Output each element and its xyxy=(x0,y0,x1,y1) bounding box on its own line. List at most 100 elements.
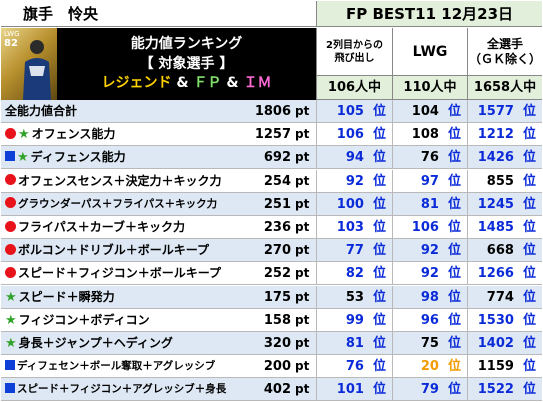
rank-value: 1245 xyxy=(477,196,514,212)
red-circle-icon xyxy=(5,127,16,139)
rank-value: 1426 xyxy=(477,150,514,166)
row-label: ディフェセン＋ボール奪取＋アグレッシブ xyxy=(1,355,239,378)
rank-value: 108 xyxy=(411,127,439,143)
rank-value: 1212 xyxy=(477,127,514,143)
row-label-text: ディフェンス能力 xyxy=(30,150,126,165)
table-row: スピード＋フィジコン＋ボールキープ 252 pt 82 位 92 位 1266 位 xyxy=(1,262,542,286)
rank-value: 100 xyxy=(336,196,364,212)
row-points-unit: pt xyxy=(295,266,310,281)
row-label: ★ スピード＋瞬発力 xyxy=(1,286,239,309)
rank-all-players: 1245 位 xyxy=(467,192,542,216)
rank-unit: 位 xyxy=(447,382,461,398)
table-row: オフェンスセンス＋決定力＋キック力 254 pt 92 位 97 位 855 位 xyxy=(1,169,542,193)
green-star-icon: ★ xyxy=(17,150,29,166)
rank-value: 668 xyxy=(486,243,514,259)
rank-value: 1159 xyxy=(477,359,514,375)
amp-label: & xyxy=(221,75,244,91)
rank-second-line: 92 位 xyxy=(316,169,392,193)
rank-lwg: 81 位 xyxy=(392,192,467,216)
table-row: 全能力値合計 1806 pt 105 位 104 位 1577 位 xyxy=(1,100,542,123)
rank-lwg: 104 位 xyxy=(392,100,467,123)
row-points: 1806 xyxy=(254,104,291,119)
rank-lwg: 92 位 xyxy=(392,239,467,263)
row-points: 158 xyxy=(263,312,291,328)
rank-lwg: 20 位 xyxy=(392,355,467,379)
rank-value: 76 xyxy=(420,150,439,166)
row-label: ★ ディフェンス能力 xyxy=(1,146,239,169)
rank-lwg: 96 位 xyxy=(392,308,467,332)
row-label-text: オフェンス能力 xyxy=(31,127,116,142)
player-silhouette-icon xyxy=(23,40,51,100)
row-points-unit: pt xyxy=(295,243,310,258)
rank-unit: 位 xyxy=(372,336,386,351)
count-all-players: 1658人中 xyxy=(467,76,542,100)
fp-label: ＦＰ xyxy=(193,75,222,91)
rank-value: 75 xyxy=(420,336,439,351)
im-label: ＩＭ xyxy=(243,75,272,91)
rank-unit: 位 xyxy=(372,382,386,398)
rank-value: 101 xyxy=(336,382,364,398)
rank-value: 105 xyxy=(336,104,364,119)
red-circle-icon xyxy=(5,174,16,186)
row-label-text: スピード＋瞬発力 xyxy=(18,289,115,304)
count-lwg: 110人中 xyxy=(392,76,467,100)
rank-value: 1530 xyxy=(477,312,514,328)
table-row: ディフェセン＋ボール奪取＋アグレッシブ 200 pt 76 位 20 位 1159 位 xyxy=(1,355,542,379)
row-label: ボルコン＋ドリブル＋ボールキープ xyxy=(1,239,239,262)
row-points: 200 xyxy=(263,359,291,375)
row-points-unit: pt xyxy=(295,289,310,304)
rank-unit: 位 xyxy=(447,336,461,351)
rank-unit: 位 xyxy=(522,196,536,212)
table-row: ★ スピード＋瞬発力 175 pt 53 位 98 位 774 位 xyxy=(1,285,542,309)
blue-square-icon xyxy=(5,359,15,370)
red-circle-icon xyxy=(5,243,16,255)
rank-value: 1402 xyxy=(477,336,514,351)
rank-value: 103 xyxy=(336,220,364,235)
row-label: スピード＋フィジコン＋ボールキープ xyxy=(1,262,239,285)
row-label: ★ フィジコン＋ボディコン xyxy=(1,309,239,332)
rank-unit: 位 xyxy=(447,289,461,305)
row-label: ★ オフェンス能力 xyxy=(1,123,239,146)
red-circle-icon xyxy=(5,220,16,232)
blue-square-icon xyxy=(5,151,15,162)
row-label: フライパス＋カーブ＋キック力 xyxy=(1,216,239,239)
rank-value: 774 xyxy=(486,289,514,305)
row-points-unit: pt xyxy=(295,220,310,234)
table-row: グラウンダーパス＋フライパス＋キック力 251 pt 100 位 81 位 1245 位 xyxy=(1,192,542,216)
rank-value: 98 xyxy=(420,289,439,305)
target-players-types: レジェンド & ＦＰ & ＩＭ xyxy=(57,74,316,92)
rank-unit: 位 xyxy=(447,196,461,212)
blue-square-icon xyxy=(5,382,15,393)
rank-all-players: 774 位 xyxy=(467,285,542,309)
rank-value: 1522 xyxy=(477,382,514,398)
rank-second-line: 81 位 xyxy=(316,332,392,355)
rank-second-line: 101 位 xyxy=(316,378,392,402)
row-label: 全能力値合計 xyxy=(1,100,239,123)
row-label-text: フライパス＋カーブ＋キック力 xyxy=(18,220,186,234)
rank-unit: 位 xyxy=(372,220,386,235)
rank-unit: 位 xyxy=(522,127,536,143)
rank-lwg: 92 位 xyxy=(392,262,467,286)
player-card-position: LWG xyxy=(4,30,20,38)
row-points: 402 xyxy=(263,382,291,398)
rank-value: 79 xyxy=(420,382,439,398)
rank-value: 92 xyxy=(420,266,439,282)
rank-second-line: 94 位 xyxy=(316,146,392,170)
rank-unit: 位 xyxy=(447,243,461,259)
rank-all-players: 855 位 xyxy=(467,169,542,193)
row-points-unit: pt xyxy=(295,127,310,142)
table-row: ★ 身長＋ジャンプ＋ヘディング 320 pt 81 位 75 位 1402 位 xyxy=(1,332,542,355)
rank-unit: 位 xyxy=(372,289,386,305)
rank-value: 76 xyxy=(345,359,364,375)
table-row: ★ フィジコン＋ボディコン 158 pt 99 位 96 位 1530 位 xyxy=(1,308,542,332)
rank-value: 106 xyxy=(336,127,364,143)
target-players-label: 【 対象選手 】 xyxy=(139,56,234,72)
rank-value: 1485 xyxy=(477,220,514,235)
rank-lwg: 106 位 xyxy=(392,216,467,239)
rank-lwg: 108 位 xyxy=(392,123,467,147)
rank-unit: 位 xyxy=(522,150,536,166)
rank-unit: 位 xyxy=(372,266,386,282)
rank-unit: 位 xyxy=(522,104,536,119)
rank-all-players: 1522 位 xyxy=(467,378,542,402)
rank-unit: 位 xyxy=(522,312,536,328)
